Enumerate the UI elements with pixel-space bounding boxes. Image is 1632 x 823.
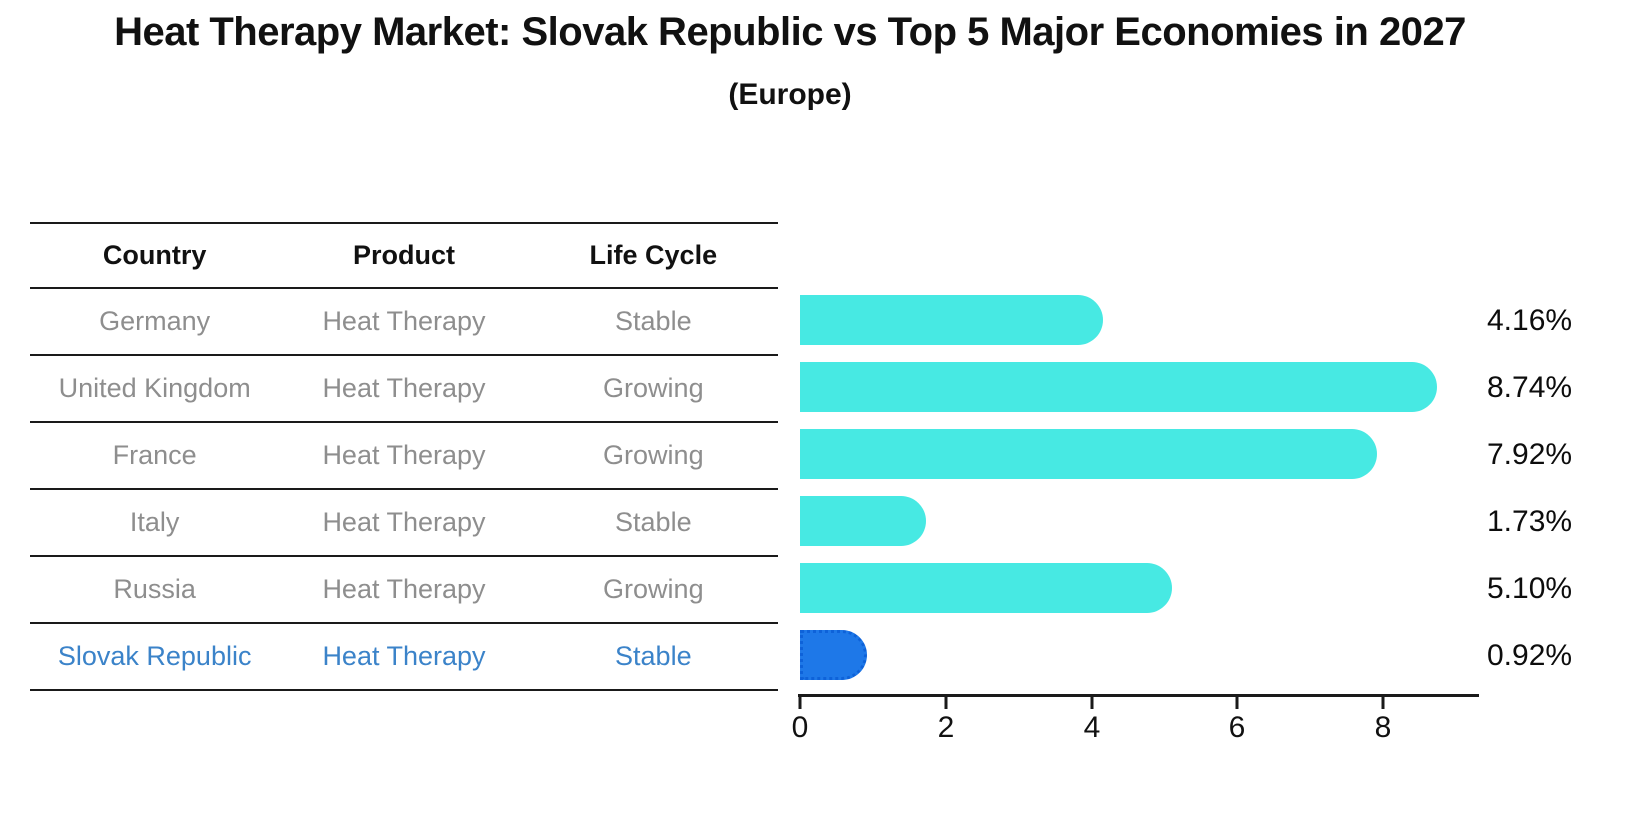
page-subtitle: (Europe): [728, 78, 852, 111]
bar-russia: [800, 563, 1172, 613]
bar-row: 7.92%: [800, 421, 1632, 488]
bar-row: 1.73%: [800, 488, 1632, 555]
cell-life-cycle: Growing: [603, 440, 704, 470]
table-row: United Kingdom Heat Therapy Growing: [30, 356, 778, 423]
bar-row: 4.16%: [800, 287, 1632, 354]
x-tick-label: 8: [1374, 711, 1392, 744]
x-axis-line: [798, 694, 1479, 697]
cell-product: Heat Therapy: [322, 440, 486, 470]
value-label: 4.16%: [1487, 303, 1573, 337]
x-tick-label: 6: [1228, 711, 1246, 744]
column-header-product: Product: [352, 240, 455, 270]
table-row: Italy Heat Therapy Stable: [30, 490, 778, 557]
column-header-life-cycle: Life Cycle: [589, 240, 718, 270]
x-tick-mark: [1235, 697, 1239, 709]
table-row: France Heat Therapy Growing: [30, 423, 778, 490]
bar-row: 5.10%: [800, 555, 1632, 622]
page-title: Heat Therapy Market: Slovak Republic vs …: [114, 10, 1466, 54]
cell-product: Heat Therapy: [322, 641, 486, 671]
cell-life-cycle: Growing: [603, 373, 704, 403]
cell-country: United Kingdom: [58, 373, 251, 403]
bar-row: 8.74%: [800, 354, 1632, 421]
value-label: 0.92%: [1487, 638, 1573, 672]
country-table: Country Product Life Cycle Germany Heat …: [30, 222, 778, 691]
value-label: 8.74%: [1487, 370, 1573, 404]
x-tick-mark: [1381, 697, 1385, 709]
cell-life-cycle: Growing: [603, 574, 704, 604]
bar-chart: 4.16% 8.74% 7.92% 1.73% 5.10% 0.92%: [800, 287, 1632, 689]
bar-italy: [800, 496, 926, 546]
table-header-row: Country Product Life Cycle: [30, 224, 778, 289]
cell-product: Heat Therapy: [322, 306, 486, 336]
cell-product: Heat Therapy: [322, 574, 486, 604]
table-row-highlighted: Slovak Republic Heat Therapy Stable: [30, 624, 778, 691]
bar-united-kingdom: [800, 362, 1437, 412]
cell-country: Slovak Republic: [57, 641, 252, 671]
x-tick-label: 0: [791, 711, 809, 744]
cell-life-cycle: Stable: [615, 306, 692, 336]
x-tick-mark: [944, 697, 948, 709]
cell-product: Heat Therapy: [322, 507, 486, 537]
cell-country: Germany: [99, 306, 211, 336]
x-tick-label: 4: [1083, 711, 1101, 744]
value-label: 1.73%: [1487, 504, 1573, 538]
bar-row-highlighted: 0.92%: [800, 622, 1632, 689]
cell-life-cycle: Stable: [615, 641, 692, 671]
table-row: Russia Heat Therapy Growing: [30, 557, 778, 624]
value-label: 5.10%: [1487, 571, 1573, 605]
table-row: Germany Heat Therapy Stable: [30, 289, 778, 356]
x-axis: 0 2 4 6 8: [792, 694, 1479, 754]
cell-country: Russia: [113, 574, 196, 604]
column-header-country: Country: [102, 240, 207, 270]
cell-product: Heat Therapy: [322, 373, 486, 403]
x-tick-label: 2: [937, 711, 955, 744]
value-label: 7.92%: [1487, 437, 1573, 471]
bar-slovak-republic: [800, 630, 867, 680]
x-tick-mark: [798, 697, 802, 709]
x-tick-mark: [1090, 697, 1094, 709]
bar-germany: [800, 295, 1103, 345]
bar-france: [800, 429, 1377, 479]
cell-country: France: [112, 440, 197, 470]
cell-life-cycle: Stable: [615, 507, 692, 537]
cell-country: Italy: [129, 507, 180, 537]
